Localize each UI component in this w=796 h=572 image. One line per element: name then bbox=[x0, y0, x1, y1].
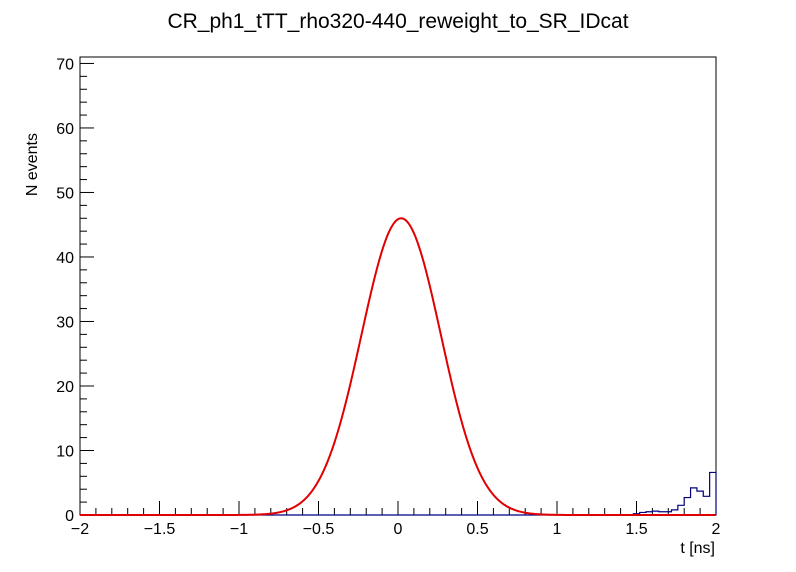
y-tick-label: 10 bbox=[56, 443, 74, 460]
x-tick-label: −1 bbox=[230, 521, 248, 538]
x-axis-label: t [ns] bbox=[680, 540, 715, 557]
y-tick-label: 0 bbox=[65, 508, 74, 525]
y-tick-label: 70 bbox=[56, 56, 74, 73]
y-tick-label: 30 bbox=[56, 314, 74, 331]
x-tick-label: −2 bbox=[71, 521, 89, 538]
y-tick-label: 20 bbox=[56, 379, 74, 396]
x-tick-label: 0.5 bbox=[466, 521, 488, 538]
x-tick-label: 2 bbox=[712, 521, 721, 538]
x-tick-label: 0 bbox=[394, 521, 403, 538]
x-tick-label: −0.5 bbox=[303, 521, 335, 538]
chart-title: CR_ph1_tTT_rho320-440_reweight_to_SR_IDc… bbox=[167, 10, 628, 33]
x-tick-label: −1.5 bbox=[144, 521, 176, 538]
y-tick-label: 50 bbox=[56, 185, 74, 202]
plot-frame bbox=[79, 56, 717, 516]
y-tick-label: 40 bbox=[56, 250, 74, 267]
x-tick-label: 1 bbox=[553, 521, 562, 538]
gaussian-fit-line bbox=[80, 217, 716, 516]
fit-curve bbox=[80, 217, 716, 516]
x-tick-label: 1.5 bbox=[625, 521, 647, 538]
y-axis-label: N events bbox=[24, 133, 41, 196]
y-tick-label: 60 bbox=[56, 121, 74, 138]
